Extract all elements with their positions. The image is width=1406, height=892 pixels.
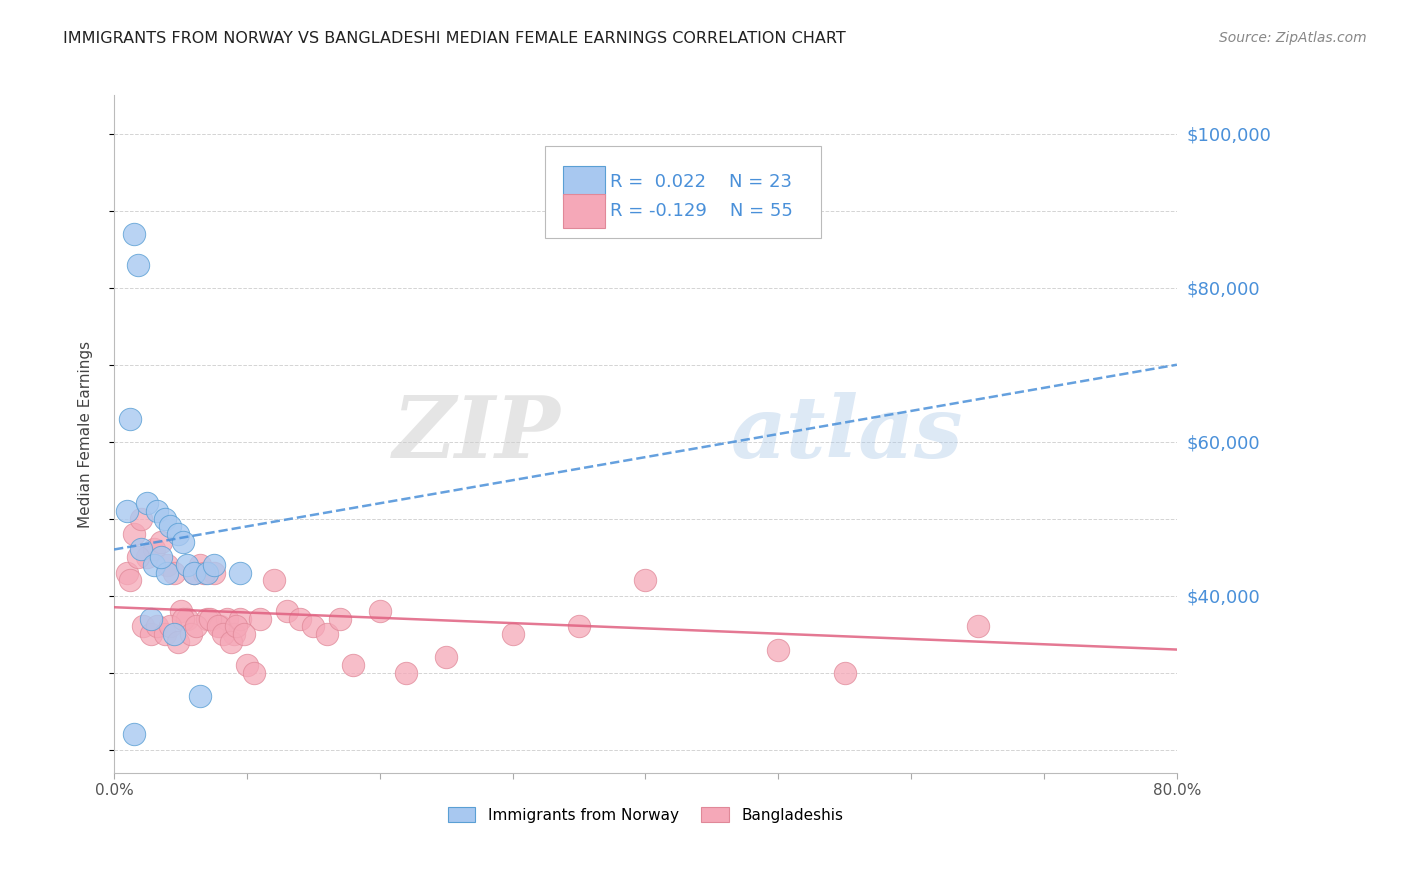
Point — [156, 558, 179, 572]
Point — [434, 650, 457, 665]
Point — [129, 511, 152, 525]
Point — [236, 657, 259, 672]
Point — [198, 612, 221, 626]
Y-axis label: Median Female Earnings: Median Female Earnings — [79, 341, 93, 527]
Point — [242, 665, 264, 680]
Point — [229, 612, 252, 626]
Point — [176, 612, 198, 626]
Point — [202, 558, 225, 572]
Point — [342, 657, 364, 672]
Point — [172, 612, 194, 626]
Point — [122, 727, 145, 741]
Point — [159, 519, 181, 533]
Point — [249, 612, 271, 626]
Point — [207, 619, 229, 633]
Point — [263, 574, 285, 588]
Point — [302, 619, 325, 633]
Point — [215, 612, 238, 626]
Point — [966, 619, 988, 633]
Text: ZIP: ZIP — [392, 392, 561, 475]
Point — [193, 566, 215, 580]
Point — [276, 604, 298, 618]
Point — [195, 612, 218, 626]
Point — [143, 558, 166, 572]
Point — [145, 619, 167, 633]
FancyBboxPatch shape — [562, 166, 605, 200]
Point — [149, 550, 172, 565]
Point — [127, 550, 149, 565]
Text: Source: ZipAtlas.com: Source: ZipAtlas.com — [1219, 31, 1367, 45]
Point — [502, 627, 524, 641]
Point — [568, 619, 591, 633]
Point — [834, 665, 856, 680]
Text: R =  0.022    N = 23: R = 0.022 N = 23 — [610, 173, 793, 192]
Legend: Immigrants from Norway, Bangladeshis: Immigrants from Norway, Bangladeshis — [449, 806, 844, 822]
Text: IMMIGRANTS FROM NORWAY VS BANGLADESHI MEDIAN FEMALE EARNINGS CORRELATION CHART: IMMIGRANTS FROM NORWAY VS BANGLADESHI ME… — [63, 31, 846, 46]
Point — [118, 411, 141, 425]
Point — [122, 227, 145, 241]
Point — [315, 627, 337, 641]
Point — [132, 619, 155, 633]
Text: atlas: atlas — [731, 392, 963, 475]
Point — [163, 627, 186, 641]
FancyBboxPatch shape — [544, 146, 821, 237]
FancyBboxPatch shape — [562, 194, 605, 228]
Point — [172, 534, 194, 549]
Point — [117, 504, 139, 518]
Point — [141, 612, 163, 626]
Point — [202, 566, 225, 580]
Point — [368, 604, 391, 618]
Point — [768, 642, 790, 657]
Point — [153, 627, 176, 641]
Point — [190, 558, 212, 572]
Point — [222, 627, 245, 641]
Point — [145, 504, 167, 518]
Point — [163, 566, 186, 580]
Point — [156, 566, 179, 580]
Point — [329, 612, 352, 626]
Point — [117, 566, 139, 580]
Point — [169, 604, 191, 618]
Point — [229, 566, 252, 580]
Point — [183, 566, 205, 580]
Point — [395, 665, 418, 680]
Point — [212, 627, 235, 641]
Point — [127, 258, 149, 272]
Point — [233, 627, 256, 641]
Point — [195, 566, 218, 580]
Point — [153, 511, 176, 525]
Point — [634, 574, 657, 588]
Point — [183, 566, 205, 580]
Point — [288, 612, 311, 626]
Point — [225, 619, 247, 633]
Point — [167, 635, 190, 649]
Point — [136, 550, 159, 565]
Point — [209, 619, 232, 633]
Point — [186, 619, 208, 633]
Point — [180, 627, 202, 641]
Point — [167, 527, 190, 541]
Point — [159, 619, 181, 633]
Point — [143, 542, 166, 557]
Point — [190, 689, 212, 703]
Point — [129, 542, 152, 557]
Point — [149, 534, 172, 549]
Point — [122, 527, 145, 541]
Point — [176, 558, 198, 572]
Point — [141, 627, 163, 641]
Point — [136, 496, 159, 510]
Text: R = -0.129    N = 55: R = -0.129 N = 55 — [610, 202, 793, 220]
Point — [118, 574, 141, 588]
Point — [219, 635, 242, 649]
